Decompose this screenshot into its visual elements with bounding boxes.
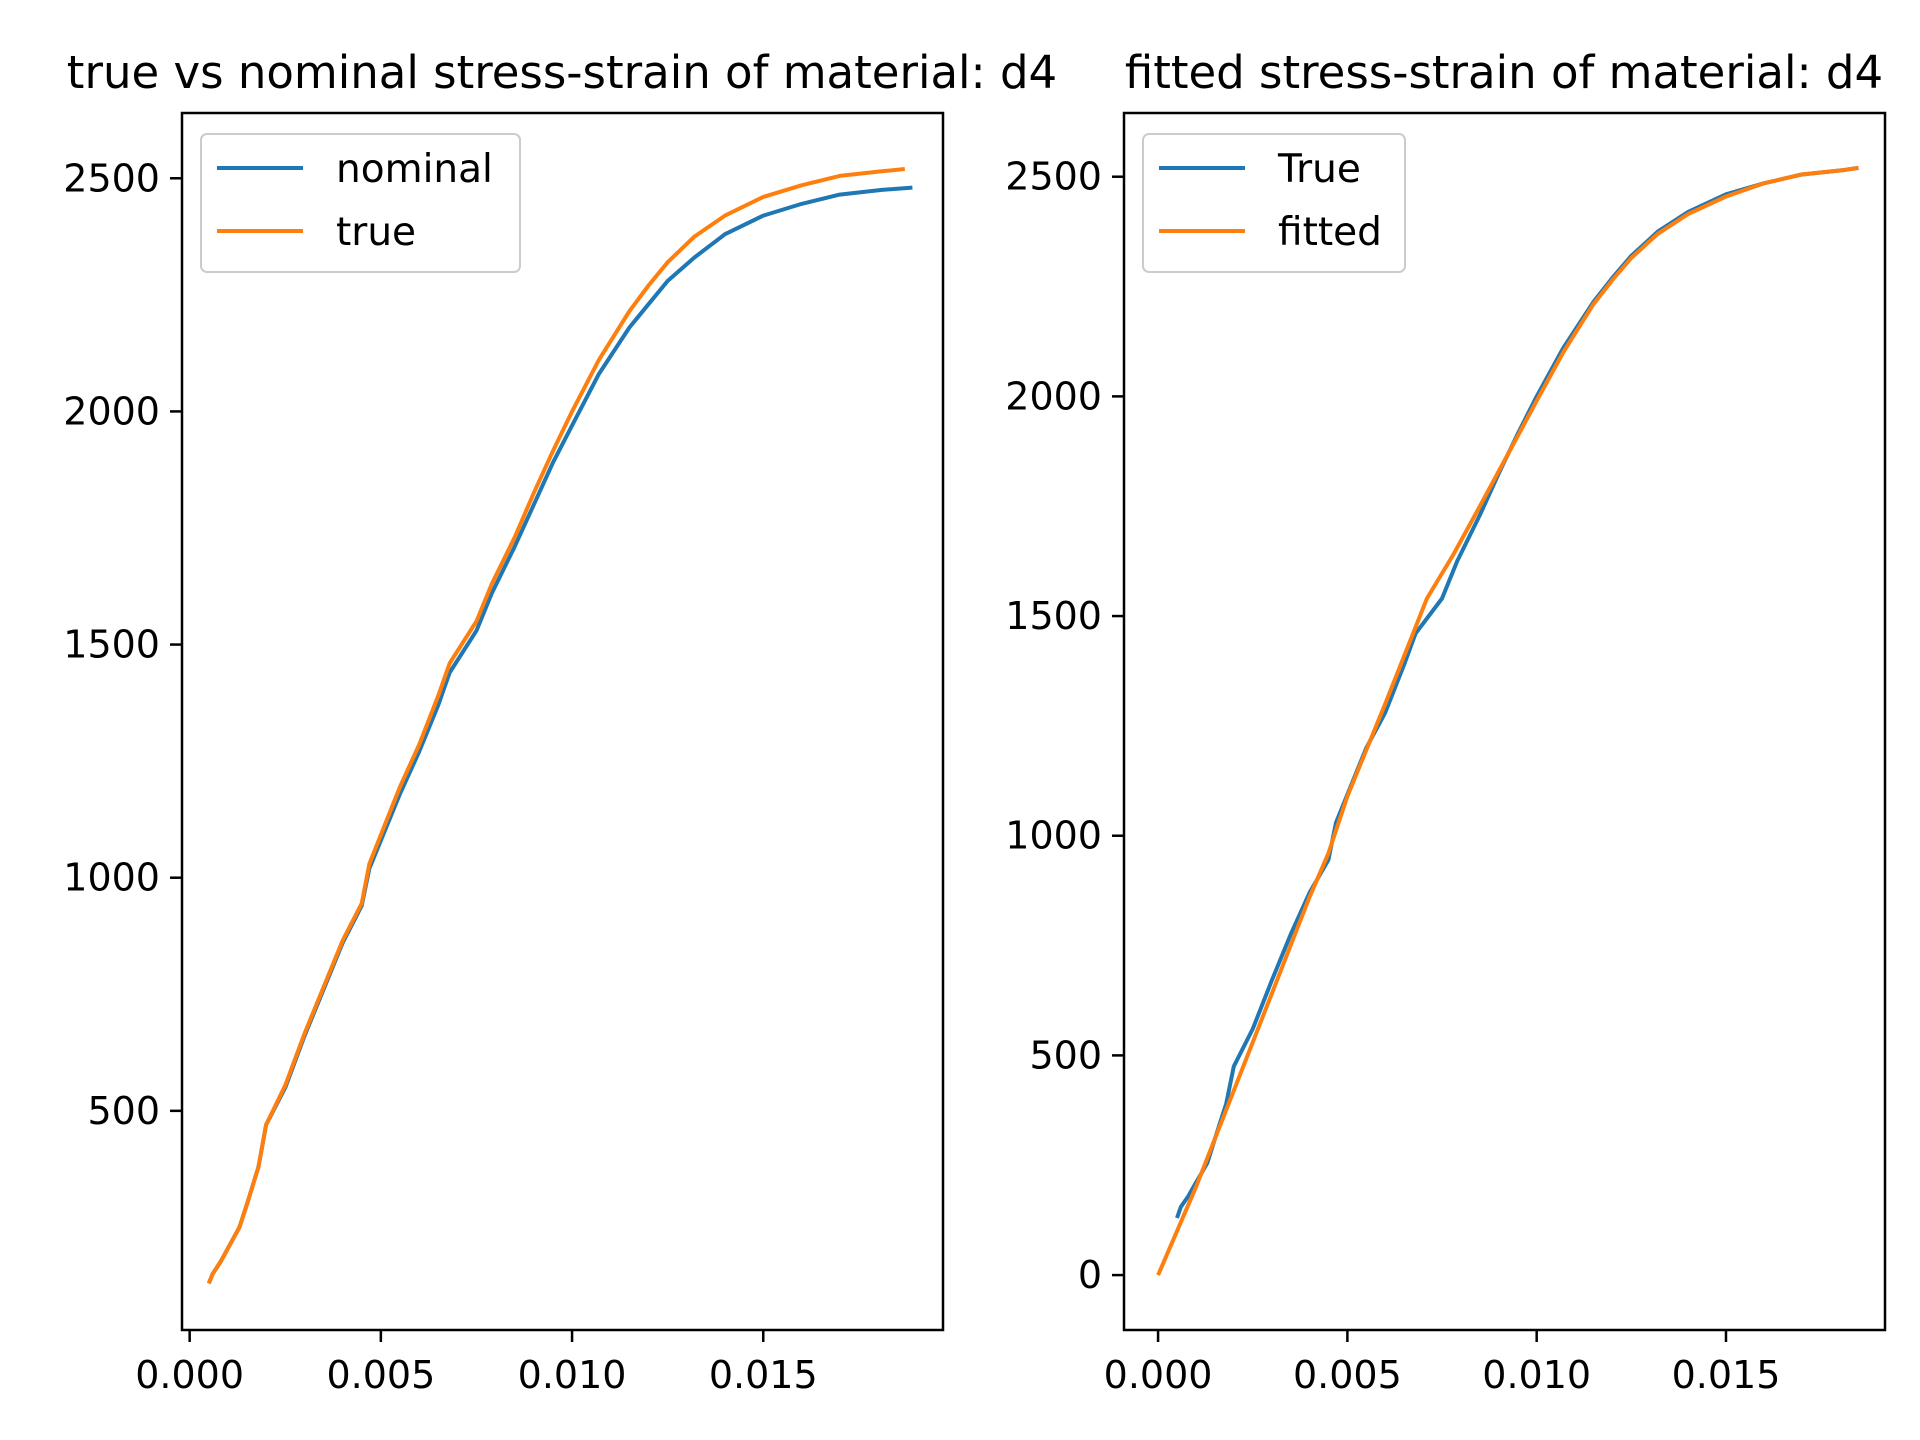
- x-tick-label: 0.005: [1293, 1353, 1402, 1397]
- x-tick-label: 0.000: [135, 1353, 244, 1397]
- chart-title: fitted stress-strain of material: d4: [1125, 46, 1883, 99]
- legend-label-fitted: fitted: [1278, 210, 1382, 255]
- legend-label-nominal: nominal: [336, 147, 493, 192]
- y-tick-label: 0: [1078, 1253, 1102, 1297]
- series-lines: [206, 167, 913, 1285]
- x-tick-label: 0.015: [709, 1353, 818, 1397]
- x-axis-ticks: 0.000 0.005 0.010 0.015: [135, 1330, 818, 1397]
- legend: nominal true: [200, 133, 521, 273]
- x-tick-label: 0.010: [1482, 1353, 1591, 1397]
- series-line-fitted: [1156, 165, 1859, 1276]
- y-tick-label: 1500: [63, 623, 160, 667]
- y-axis-ticks: 500 1000 1500 2000 2500: [63, 156, 182, 1133]
- y-axis-ticks: 0 500 1000 1500 2000 2500: [1005, 155, 1124, 1297]
- axes-frame: [180, 111, 945, 1332]
- legend-label-true: true: [336, 210, 416, 255]
- y-tick-label: 1000: [1005, 814, 1102, 858]
- x-tick-label: 0.005: [326, 1353, 435, 1397]
- y-tick-label: 2000: [1005, 374, 1102, 418]
- series-lines: [1156, 165, 1859, 1276]
- x-tick-label: 0.015: [1672, 1353, 1781, 1397]
- y-tick-label: 500: [87, 1089, 160, 1133]
- y-tick-label: 2500: [63, 156, 160, 200]
- subplot-true-vs-nominal: 0.000 0.005 0.010 0.015 500 1000 1500 2000 2500…: [63, 46, 1057, 1397]
- subplot-fitted: 0.000 0.005 0.010 0.015 0 500 1000 1500 2000 250…: [1005, 46, 1887, 1397]
- y-tick-label: 1000: [63, 856, 160, 900]
- x-tick-label: 0.010: [518, 1353, 627, 1397]
- y-tick-label: 1500: [1005, 594, 1102, 638]
- y-tick-label: 2000: [63, 389, 160, 433]
- legend: True fitted: [1142, 133, 1406, 273]
- legend-label-true: True: [1277, 147, 1361, 192]
- y-tick-label: 500: [1029, 1033, 1102, 1077]
- chart-title: true vs nominal stress-strain of materia…: [67, 46, 1057, 99]
- x-axis-ticks: 0.000 0.005 0.010 0.015: [1104, 1330, 1781, 1397]
- x-tick-label: 0.000: [1104, 1353, 1213, 1397]
- axes-frame: [1122, 111, 1887, 1332]
- series-line-true: [206, 167, 905, 1285]
- y-tick-label: 2500: [1005, 155, 1102, 199]
